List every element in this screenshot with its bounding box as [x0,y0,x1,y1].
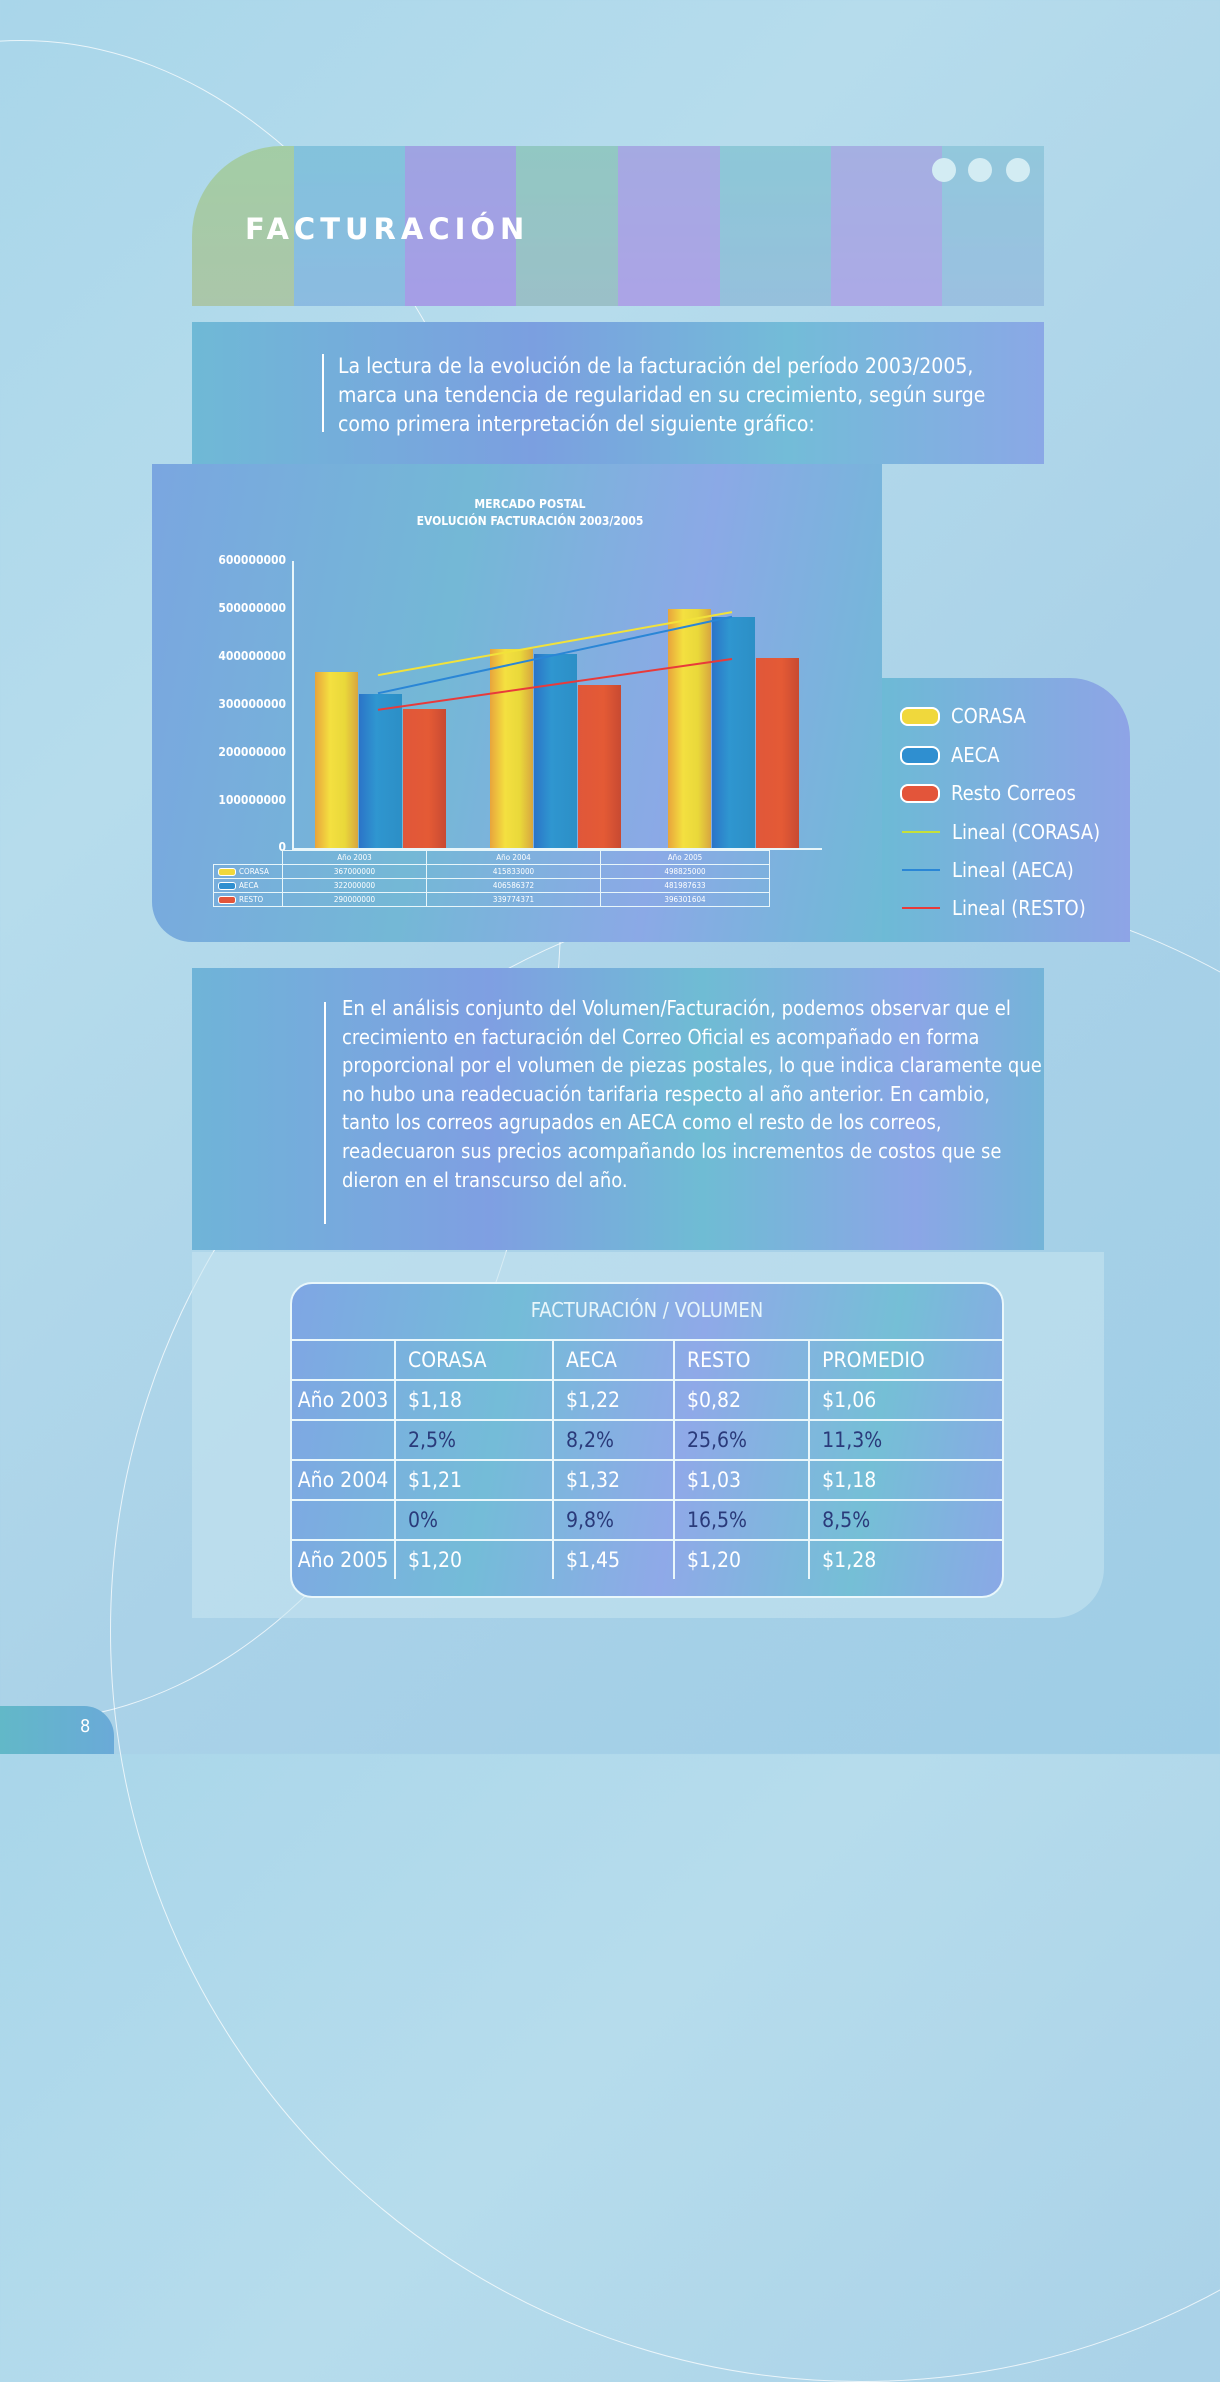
chart-data-table: Año 2003 Año 2004 Año 2005 CORASA 367000… [213,850,770,907]
trendline-corasa [377,611,733,677]
analysis-panel [192,968,1044,1250]
row-label [292,1499,396,1541]
page-number-tab [0,1706,114,1754]
col-header: Año 2004 [426,850,601,865]
row-label: Año 2003 [292,1379,396,1421]
intro-paragraph: La lectura de la evolución de la factura… [338,354,986,436]
aeca-bar [712,617,755,848]
corasa-pill-icon [900,706,940,726]
table-row: Año 2004 $1,21 $1,32 $1,03 $1,18 [292,1459,1002,1501]
table-cell: 25,6% [672,1419,811,1461]
section-header-banner [192,146,1044,306]
dot-icon [1006,158,1030,182]
legend-item-trend-resto: Lineal (RESTO) [900,896,1086,920]
legend-item-corasa: CORASA [900,704,1026,728]
y-axis [292,561,294,849]
corasa-swatch-icon [218,867,236,876]
table-cell: $1,28 [808,1539,1002,1579]
table-cell: $1,20 [672,1539,811,1579]
table-cell: $1,45 [552,1539,675,1579]
aeca-pill-icon [900,745,940,765]
row-label [292,1419,396,1461]
quote-bar [324,1002,326,1224]
analysis-paragraph: En el análisis conjunto del Volumen/Fact… [342,996,1042,1192]
resto-bar [578,685,621,848]
corasa-bar [668,609,711,848]
aeca-bar [359,693,402,848]
trend-line-icon [902,831,940,833]
table-row: Año 2005 $1,20 $1,45 $1,20 $1,28 [292,1539,1002,1579]
aeca-swatch-icon [218,881,236,890]
column-header: PROMEDIO [808,1339,1002,1381]
table-cell: 8,2% [552,1419,675,1461]
table-header-row: CORASA AECA RESTO PROMEDIO [292,1339,1002,1381]
y-tick-label: 300000000 [218,697,286,711]
table-cell: $1,18 [808,1459,1002,1501]
col-header: Año 2005 [600,850,770,865]
quote-bar [322,354,324,432]
row-label: Año 2004 [292,1459,396,1501]
y-tick-label: 400000000 [218,649,286,663]
dot-icon [932,158,956,182]
table-cell: $1,22 [552,1379,675,1421]
table-title: FACTURACIÓN / VOLUMEN [530,1298,764,1322]
table-cell: 9,8% [552,1499,675,1541]
fv-grid: CORASA AECA RESTO PROMEDIO Año 2003 $1,18 $1,2… [292,1339,1002,1579]
legend-item-aeca: AECA [900,743,1000,767]
table-cell: 8,5% [808,1499,1002,1541]
y-tick-label: 200000000 [218,745,286,759]
chart-title-line2: EVOLUCIÓN FACTURACIÓN 2003/2005 [416,514,644,528]
resto-pill-icon [900,783,940,803]
legend-item-trend-aeca: Lineal (AECA) [900,858,1074,882]
trendline-aeca [377,615,733,695]
legend-item-resto: Resto Correos [900,781,1076,805]
trendline-resto [377,657,733,711]
resto-swatch-icon [218,895,236,904]
y-tick-label: 100000000 [218,793,286,807]
facturacion-volumen-table: FACTURACIÓN / VOLUMEN CORASA AECA RESTO PRO… [290,1282,1004,1598]
table-cell: $1,03 [672,1459,811,1501]
col-header: Año 2003 [282,850,427,865]
y-tick-label: 600000000 [218,553,286,567]
trend-line-icon [902,907,940,909]
x-axis [292,848,822,850]
table-cell: $1,06 [808,1379,1002,1421]
intro-panel [192,322,1044,464]
table-cell: $1,21 [394,1459,554,1501]
trend-line-icon [902,869,940,871]
table-cell: 0% [394,1499,554,1541]
trendlines [377,611,733,711]
table-cell: $0,82 [672,1379,811,1421]
table-cell: 11,3% [808,1419,1002,1461]
y-tick-label: 0 [278,840,286,854]
column-header: AECA [552,1339,675,1381]
table-row: AECA 322000000 406586372 481987633 [213,878,770,893]
resto-bar [756,658,799,848]
row-label: Año 2005 [292,1539,396,1579]
table-row: CORASA 367000000 415833000 498825000 [213,864,770,879]
table-cell: 16,5% [672,1499,811,1541]
table-row: RESTO 290000000 339774371 396301604 [213,892,770,907]
resto-bar [403,709,446,848]
table-cell: $1,18 [394,1379,554,1421]
table-row: 0% 9,8% 16,5% 8,5% [292,1499,1002,1541]
table-cell: $1,20 [394,1539,554,1579]
table-row: 2,5% 8,2% 25,6% 11,3% [292,1419,1002,1461]
column-header: RESTO [672,1339,811,1381]
column-header [292,1339,396,1381]
y-tick-label: 500000000 [218,601,286,615]
chart-title-line1: MERCADO POSTAL [474,497,586,511]
page-title: FACTURACIÓN [245,212,530,246]
chart-title: MERCADO POSTAL EVOLUCIÓN FACTURACIÓN 200… [300,496,760,530]
corasa-bar [490,649,533,848]
page-number: 8 [80,1716,91,1737]
table-cell: 2,5% [394,1419,554,1461]
legend-item-trend-corasa: Lineal (CORASA) [900,820,1100,844]
corasa-bar [315,672,358,848]
table-cell: $1,32 [552,1459,675,1501]
table-row: Año 2003 $1,18 $1,22 $0,82 $1,06 [292,1379,1002,1421]
column-header: CORASA [394,1339,554,1381]
dot-icon [968,158,992,182]
